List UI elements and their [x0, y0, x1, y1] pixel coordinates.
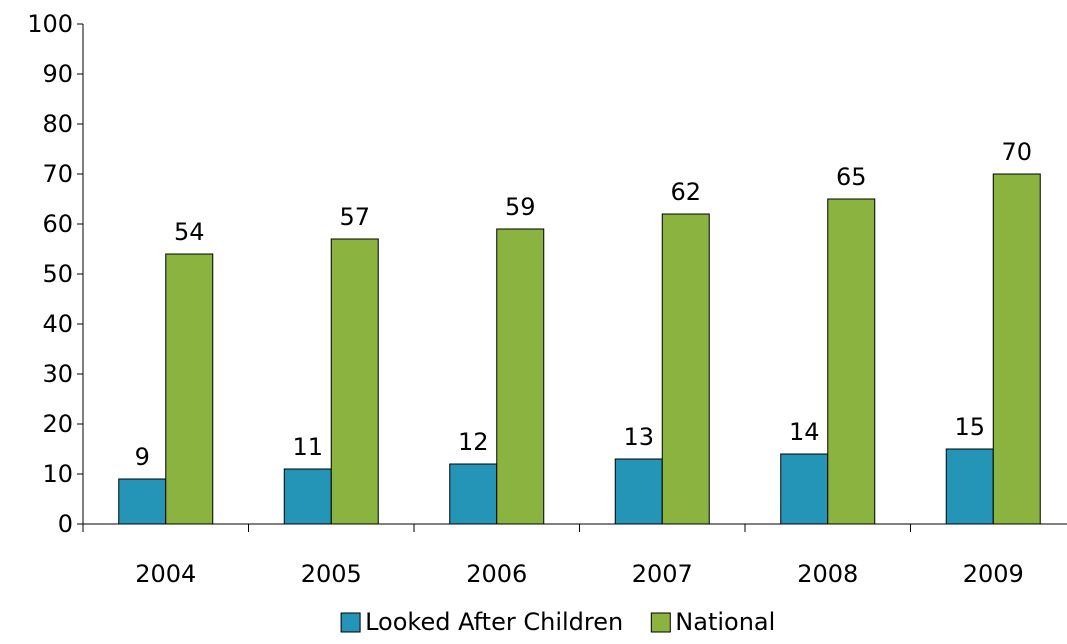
legend-swatch: [650, 612, 671, 633]
data-label: 54: [174, 218, 205, 246]
data-label: 11: [292, 433, 323, 461]
y-tick-label: 40: [42, 310, 73, 338]
legend-label: Looked After Children: [365, 608, 623, 636]
data-label: 14: [789, 418, 820, 446]
y-tick-label: 10: [42, 460, 73, 488]
bar-national: [165, 253, 214, 525]
bar-national: [496, 228, 545, 525]
x-tick-label: 2004: [135, 560, 196, 588]
y-tick-label: 30: [42, 360, 73, 388]
data-label: 13: [623, 423, 654, 451]
data-label: 15: [954, 413, 985, 441]
bar-looked-after-children: [449, 463, 498, 525]
legend-label: National: [675, 608, 775, 636]
data-label: 59: [505, 193, 536, 221]
legend-swatch: [340, 612, 361, 633]
x-tick-label: 2006: [466, 560, 527, 588]
bar-looked-after-children: [614, 458, 663, 525]
bar-looked-after-children: [780, 453, 829, 525]
y-tick-label: 60: [42, 210, 73, 238]
x-tick-label: 2007: [632, 560, 693, 588]
y-tick-label: 80: [42, 110, 73, 138]
data-label: 57: [339, 203, 370, 231]
y-tick-label: 20: [42, 410, 73, 438]
bar-national: [827, 198, 876, 525]
bar-looked-after-children: [118, 478, 167, 525]
y-tick-label: 50: [42, 260, 73, 288]
bar-looked-after-children: [945, 448, 994, 525]
x-tick-label: 2005: [301, 560, 362, 588]
bar-national: [992, 173, 1041, 525]
data-label: 9: [135, 443, 150, 471]
axes: 0 10 20 30 40 50 60 70 80 90 100 2004 2005 2006 2007 20…: [27, 10, 1067, 588]
x-tick-label: 2008: [797, 560, 858, 588]
legend: Looked After Children National: [340, 608, 775, 636]
data-label: 62: [670, 178, 701, 206]
data-labels: 9 54 11 57 12 59 13 62 14 65 15 70: [135, 138, 1032, 471]
bars: [118, 173, 1041, 525]
bar-looked-after-children: [283, 468, 332, 525]
data-label: 70: [1001, 138, 1032, 166]
data-label: 65: [836, 163, 867, 191]
data-label: 12: [458, 428, 489, 456]
bar-national: [661, 213, 710, 525]
y-tick-label: 70: [42, 160, 73, 188]
y-tick-label: 90: [42, 60, 73, 88]
y-tick-label: 100: [27, 10, 73, 38]
bar-national: [330, 238, 379, 525]
x-tick-label: 2009: [963, 560, 1024, 588]
y-tick-label: 0: [58, 510, 73, 538]
